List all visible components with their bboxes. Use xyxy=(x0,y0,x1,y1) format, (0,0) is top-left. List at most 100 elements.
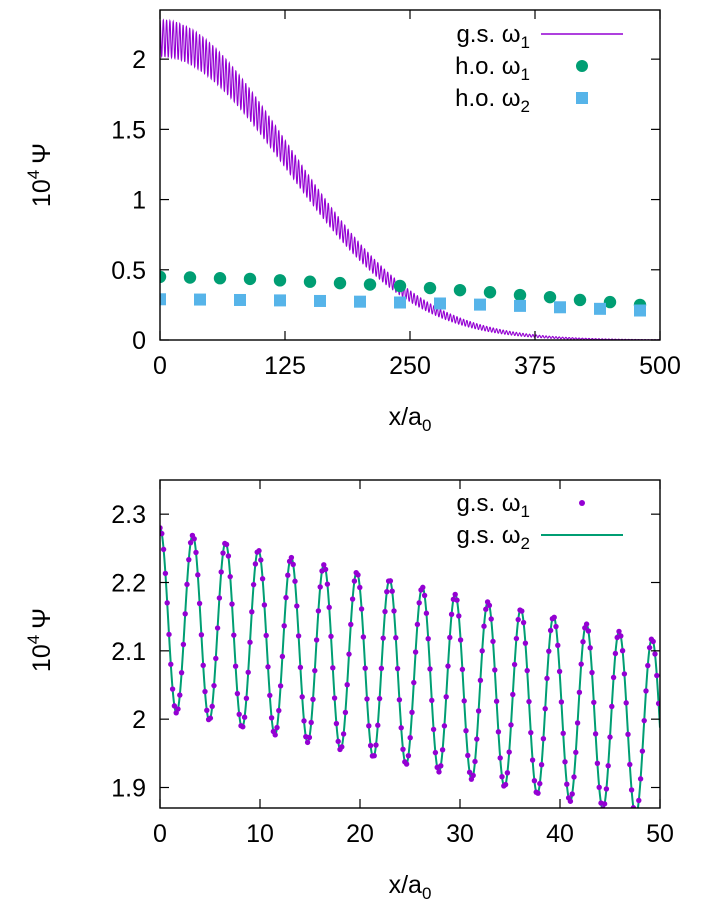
bottom-gs-omega1-point xyxy=(358,606,365,612)
top-ho-omega2-point xyxy=(394,296,406,309)
bottom-gs-omega1-point xyxy=(211,682,217,689)
top-legend: g.s. ω1 h.o. ω1 h.o. ω2 xyxy=(455,21,623,116)
bottom-gs-omega1-point xyxy=(495,729,502,735)
bottom-gs-omega1-point xyxy=(279,653,286,660)
top-ho-omega2-point xyxy=(634,304,646,317)
top-ho-omega2-point xyxy=(274,294,286,307)
bottom-gs-omega1-point xyxy=(587,645,593,651)
bottom-gs-omega1-point xyxy=(339,744,345,750)
top-x-tick-label: 375 xyxy=(514,352,556,380)
bottom-gs-omega1-point xyxy=(241,714,248,720)
bottom-gs-omega1-point xyxy=(490,638,496,645)
bottom-gs-omega1-point xyxy=(376,695,383,702)
bottom-gs-omega1-point xyxy=(596,784,602,790)
bot-y-tick-label: 1.9 xyxy=(111,775,146,803)
bottom-gs-omega1-point xyxy=(187,539,194,546)
bottom-gs-omega1-point xyxy=(618,633,624,639)
bottom-gs-omega1-point xyxy=(297,664,304,671)
bottom-gs-omega1-point xyxy=(623,700,629,706)
bottom-gs-omega1-point xyxy=(558,699,565,705)
bottom-gs-omega1-point xyxy=(571,774,577,780)
bottom-gs-omega1-point xyxy=(515,616,521,623)
bottom-gs-omega1-point xyxy=(425,636,431,642)
bottom-gs-omega1-point xyxy=(528,729,534,736)
bottom-gs-omega1-point xyxy=(387,578,394,584)
bottom-gs-omega1-point xyxy=(175,706,181,712)
top-x-tick-labels: 0 125 250 375 500 xyxy=(153,352,681,380)
bottom-gs-omega1-point xyxy=(265,664,271,670)
bottom-gs-omega1-point xyxy=(646,644,653,651)
bottom-gs-omega1-point xyxy=(252,561,259,567)
top-ho-omega1-point xyxy=(273,274,287,287)
bottom-gs-omega1-point xyxy=(576,689,583,696)
bottom-gs-omega1-point xyxy=(346,651,352,657)
top-ho-omega2-point xyxy=(594,302,606,315)
bottom-gs-omega1-point xyxy=(243,695,250,701)
bottom-gs-omega1-point xyxy=(166,631,172,638)
bottom-gs-omega1-point xyxy=(364,696,370,702)
bottom-gs-omega1-point xyxy=(245,669,251,675)
bottom-gs-omega1-point xyxy=(447,634,453,641)
top-legend-swatch-ho-omega1 xyxy=(576,60,588,72)
bottom-gs-omega1-point xyxy=(439,747,446,753)
top-ho-omega1-point xyxy=(423,281,437,295)
top-ho-omega2-point xyxy=(314,294,326,307)
bottom-gs-omega1-point xyxy=(389,588,395,594)
bottom-gs-omega1-point xyxy=(256,548,262,554)
bottom-gs-omega1-point xyxy=(335,738,341,745)
bottom-gs-omega1-point xyxy=(589,669,595,676)
bottom-gs-omega1-point xyxy=(506,749,512,755)
bottom-gs-omega1-point xyxy=(355,572,361,578)
top-legend-label-gs-omega1: g.s. ω1 xyxy=(456,21,530,52)
bottom-gs-omega1-point xyxy=(477,677,484,683)
bottom-gs-omega1-point xyxy=(497,755,503,761)
bottom-gs-omega1-point xyxy=(405,752,412,759)
bottom-gs-omega1-point xyxy=(650,638,656,645)
bottom-gs-omega1-point xyxy=(220,550,226,556)
bottom-gs-omega1-point xyxy=(580,639,586,645)
bottom-gs-omega1-point xyxy=(200,662,206,669)
bottom-gs-omega1-point xyxy=(236,711,242,717)
bottom-gs-omega1-point xyxy=(308,719,314,726)
bottom-gs-omega1-point xyxy=(191,536,197,542)
bottom-legend: g.s. ω1 g.s. ω2 xyxy=(456,490,623,553)
bottom-gs-omega1-point xyxy=(562,759,568,765)
bottom-gs-omega1-point xyxy=(373,742,379,748)
bottom-gs-omega1-point xyxy=(555,642,561,648)
bottom-gs-omega1-point xyxy=(641,717,647,724)
bottom-gs-omega1-point xyxy=(313,637,320,643)
bottom-gs-omega1-point xyxy=(227,573,233,580)
bot-x-tick-label: 50 xyxy=(646,820,674,848)
bottom-gs-omega1-point xyxy=(592,731,599,737)
bottom-gs-omega1-point xyxy=(438,763,444,769)
bot-x-tick-label: 10 xyxy=(246,820,274,848)
bottom-gs-omega1-point xyxy=(258,557,264,563)
bottom-gs-omega1-point xyxy=(301,718,307,724)
bottom-gs-omega1-point xyxy=(292,578,298,584)
bottom-gs-omega1-point xyxy=(207,715,214,721)
bottom-gs-omega1-point xyxy=(324,581,331,587)
bottom-gs-omega1-point xyxy=(652,651,658,657)
bottom-gs-omega1-point xyxy=(452,591,458,598)
bottom-gs-omega1-point xyxy=(414,621,421,628)
bottom-gs-omega1-point xyxy=(407,735,413,741)
bottom-gs-omega1-point xyxy=(277,683,284,689)
top-x-tick-label: 250 xyxy=(389,352,431,380)
top-tick-marks xyxy=(159,10,661,341)
bottom-legend-label-gs-omega1: g.s. ω1 xyxy=(456,490,530,521)
bottom-gs-omega1-point xyxy=(513,635,520,642)
bot-x-tick-label: 20 xyxy=(346,820,374,848)
top-ho-omega2-point xyxy=(234,293,246,306)
bottom-gs-omega1-point xyxy=(290,561,296,568)
bottom-gs-omega1-point xyxy=(522,640,529,646)
bottom-gs-omega1-point xyxy=(519,608,525,614)
bottom-gs-omega1-point xyxy=(551,614,557,621)
top-ho-omega2-point xyxy=(554,301,566,314)
top-x-tick-label: 125 xyxy=(264,352,306,380)
top-x-tick-label: 500 xyxy=(639,352,681,380)
bottom-gs-omega1-point xyxy=(268,715,275,721)
bottom-gs-omega1-point xyxy=(585,628,592,634)
bottom-gs-omega1-point xyxy=(288,554,295,561)
bottom-gs-omega1-point xyxy=(312,667,318,674)
bottom-gs-omega1-point xyxy=(628,787,635,793)
